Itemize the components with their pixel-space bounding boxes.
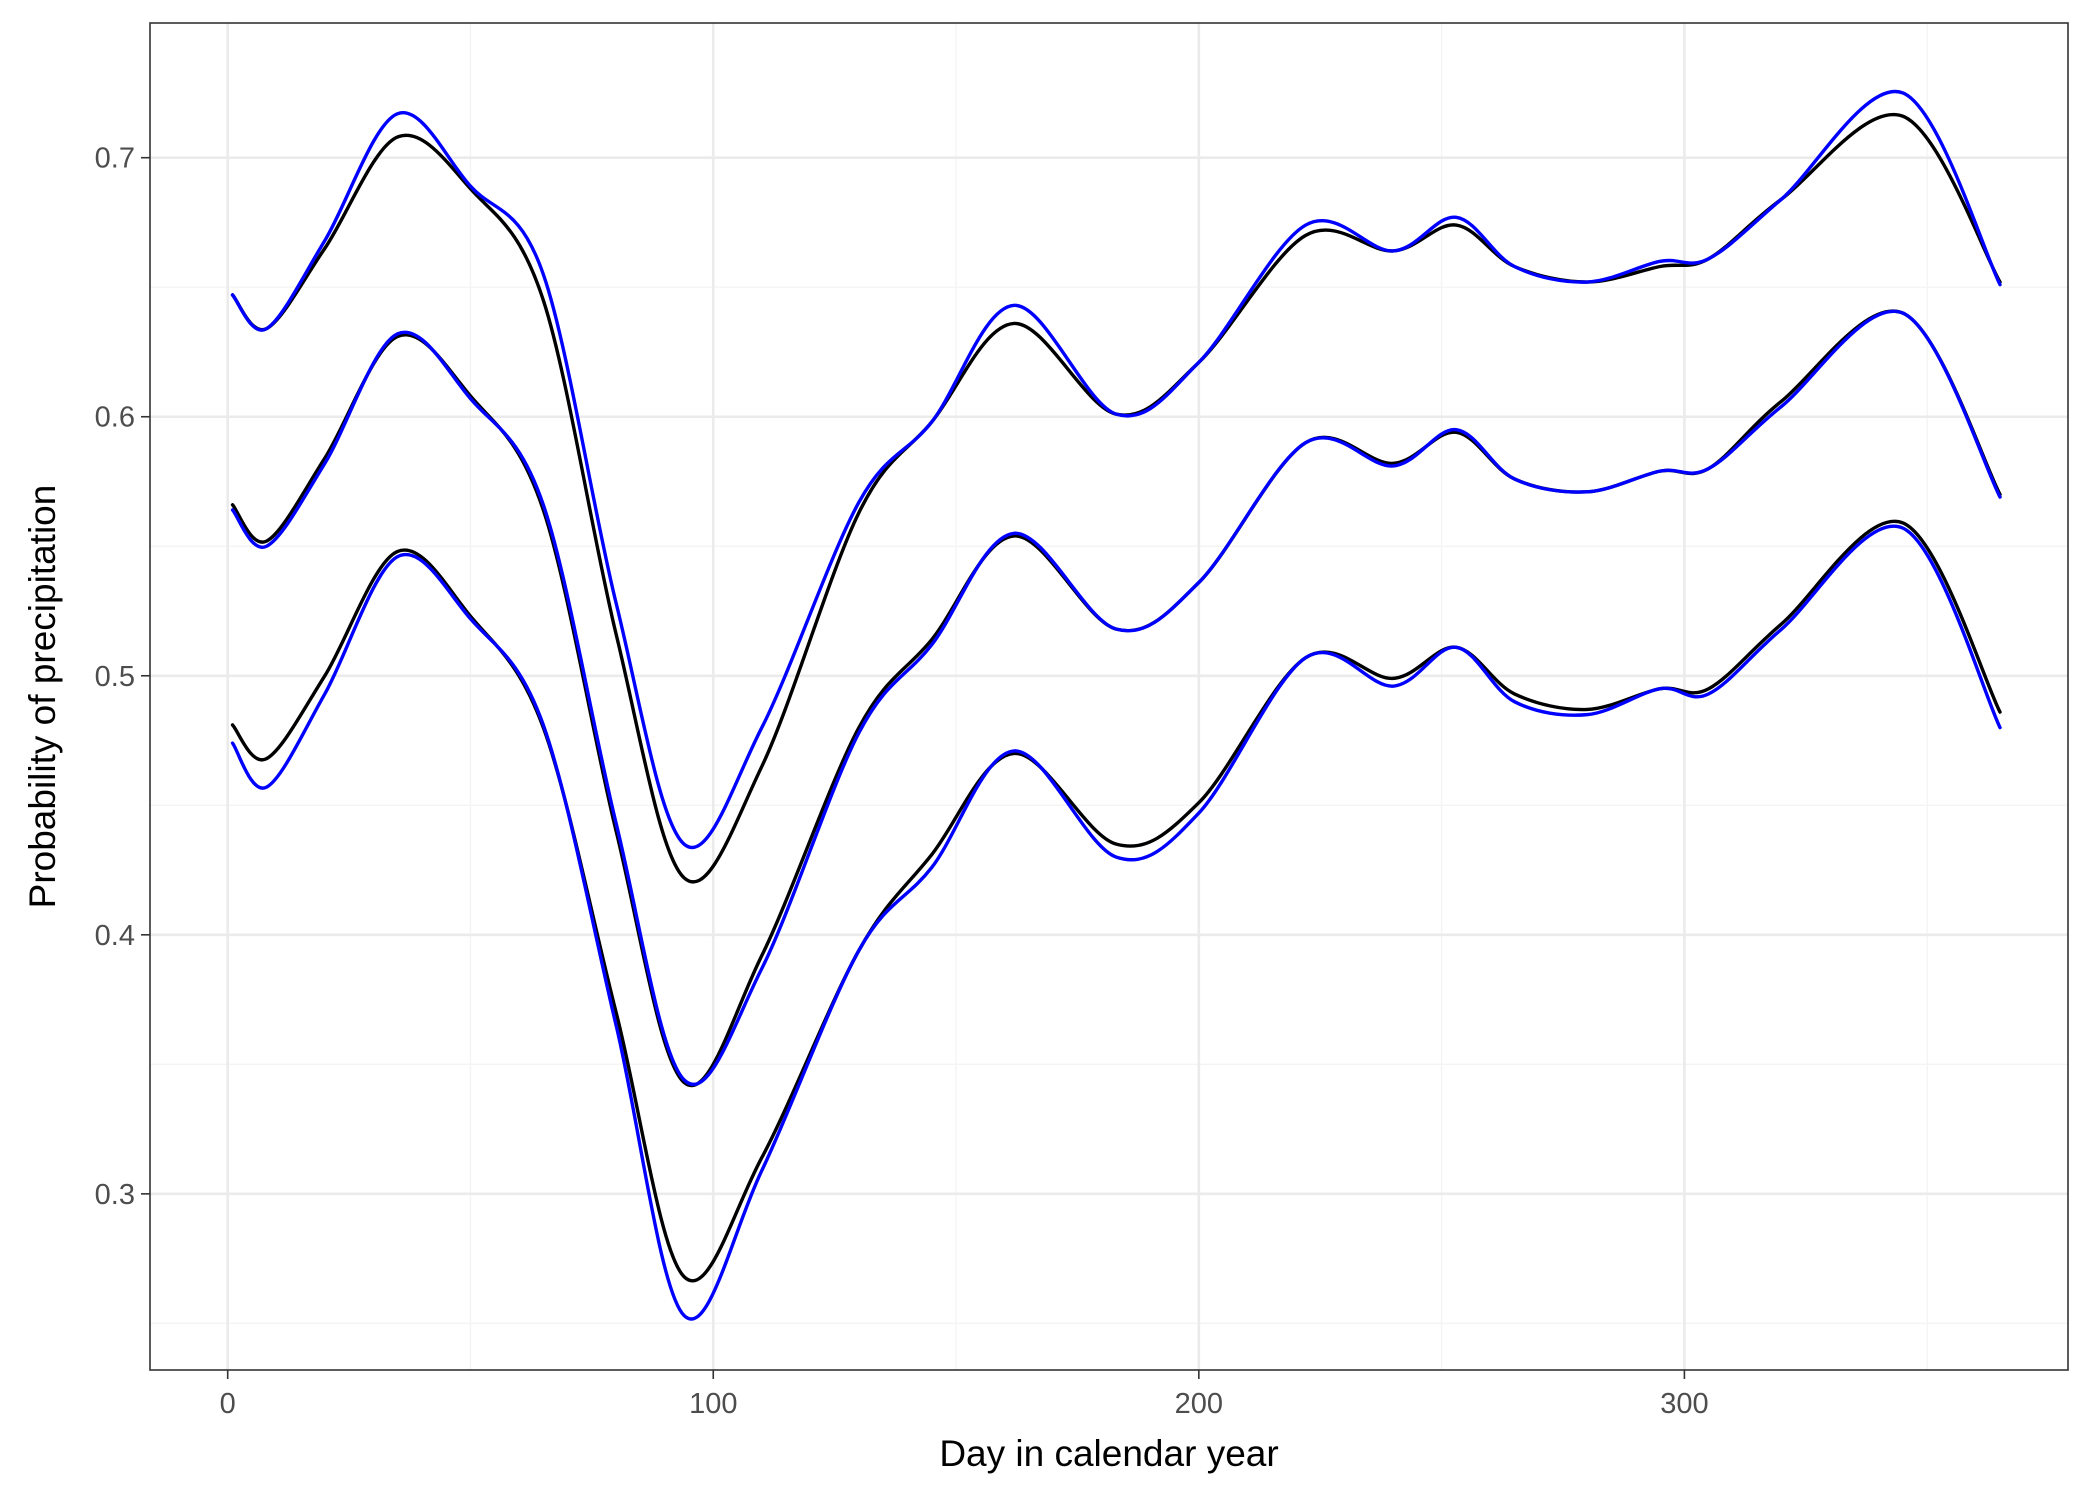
minor-gridlines: [150, 23, 2068, 1370]
major-gridlines: [150, 23, 2068, 1370]
y-tick-label: 0.3: [95, 1179, 135, 1211]
y-tick-label: 0.7: [95, 143, 135, 175]
x-tick-label: 100: [689, 1388, 737, 1420]
x-axis: 0 100 200 300: [220, 1370, 1709, 1420]
y-axis: 0.3 0.4 0.5 0.6 0.7: [95, 143, 150, 1211]
x-axis-title: Day in calendar year: [939, 1433, 1278, 1474]
x-tick-label: 0: [220, 1388, 236, 1420]
series-lines: [230, 89, 2002, 1321]
series-line-upper-black: [230, 112, 2002, 884]
x-tick-label: 300: [1660, 1388, 1708, 1420]
panel-border: [149, 22, 2069, 1371]
y-axis-title: Probability of precipitation: [22, 485, 63, 909]
series-line-upper-blue: [230, 89, 2002, 849]
y-tick-label: 0.6: [95, 402, 135, 434]
x-tick-label: 200: [1175, 1388, 1223, 1420]
series-line-middle-blue: [230, 309, 2002, 1087]
series-line-lower-blue: [230, 524, 2002, 1321]
y-tick-label: 0.5: [95, 661, 135, 693]
y-tick-label: 0.4: [95, 920, 135, 952]
